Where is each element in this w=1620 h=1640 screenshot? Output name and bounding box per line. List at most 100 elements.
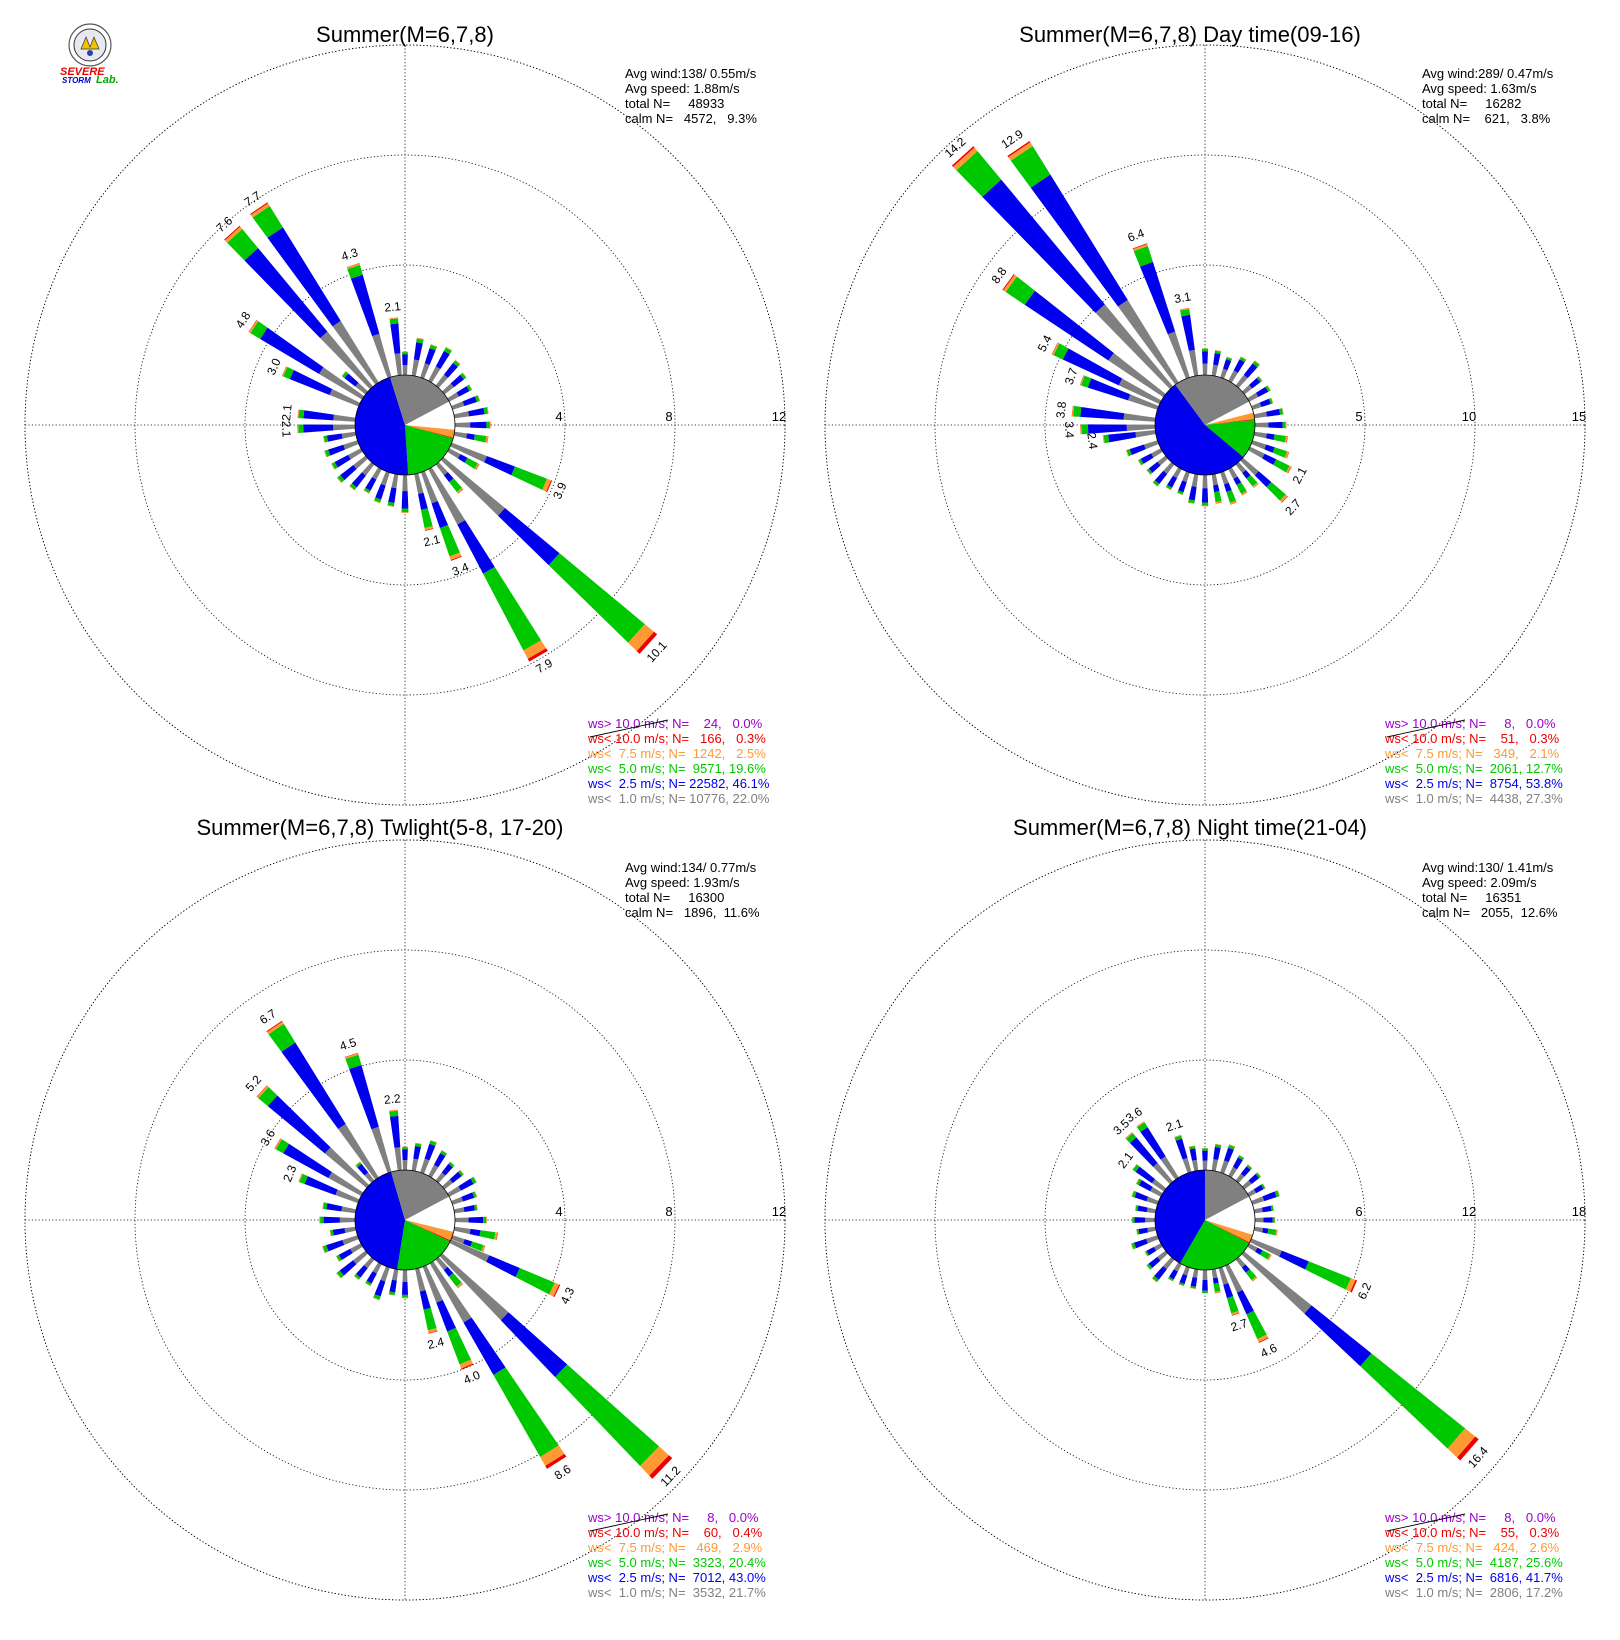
bar-segment [1087,378,1131,401]
bar-segment [1263,1217,1273,1223]
bar-segment [387,501,395,507]
bar-segment [1447,1428,1476,1458]
bar-segment [454,422,471,428]
bar-segment [1071,405,1075,417]
bar-segment [451,1235,465,1244]
bar-segment [344,1052,359,1058]
wind-bar [1241,1172,1262,1190]
bar-segment [1215,350,1222,352]
wind-bar-labeled: 6.4 [1126,226,1190,379]
bar-segment [1108,431,1137,443]
legend-entry: ws< 5.0 m/s; N= 2061, 12.7% [1384,761,1563,776]
bar-segment [415,1142,422,1145]
wind-bar [451,1191,478,1205]
bar-segment [1160,1156,1179,1180]
bar-value-label: 2.1 [1290,464,1310,486]
bar-segment [451,401,465,410]
bar-segment [323,435,329,443]
bar-segment [477,395,481,402]
bar-segment [1051,342,1060,356]
wind-bar-labeled: 2.7 [1218,1266,1250,1334]
bar-segment [1251,440,1267,450]
bar-segment [443,362,458,378]
bar-segment [1224,1147,1234,1163]
bar-segment [1136,1228,1140,1235]
bar-segment [1212,1277,1219,1284]
bar-segment [1246,1310,1267,1340]
wind-bar [402,1146,408,1171]
wind-bar [1201,348,1209,376]
bar-segment [416,337,424,340]
bar-segment [458,1170,464,1177]
bar-segment [401,512,409,513]
logo-seal-inner [73,28,107,62]
bar-segment [484,455,515,476]
bar-segment [334,454,351,468]
wind-bar [1131,1217,1156,1223]
bar-segment [1152,1275,1159,1282]
bar-segment [1272,447,1288,458]
bar-segment [1179,308,1190,311]
bar-segment [1188,1145,1195,1147]
wind-bar [353,1256,375,1281]
bar-segment [352,1250,369,1265]
wind-bar [1220,1144,1236,1174]
bar-segment [448,1161,455,1168]
bar-segment [430,1139,437,1143]
bar-segment [1080,424,1082,435]
bar-segment [413,342,423,361]
wind-bar [1235,1164,1253,1184]
bar-segment [449,1161,455,1166]
bar-segment [1136,1122,1148,1132]
bar-segment [342,371,349,379]
bar-segment [1202,363,1208,376]
bar-value-label: 6.7 [257,1006,279,1027]
pie-slice [390,375,450,425]
bar-segment [1125,1132,1137,1144]
bar-segment [500,1312,568,1378]
wind-bar [1253,408,1284,419]
wind-bar [1202,1269,1208,1294]
wind-bar-labeled: 4.3 [449,1239,577,1306]
wind-bar [453,407,489,419]
wind-bar [1254,1217,1276,1223]
bar-segment [1246,475,1258,487]
wind-bar [435,359,461,389]
bar-segment [1229,1144,1236,1147]
bar-segment [1228,467,1238,479]
info-avg-speed: Avg speed: 1.88m/s [625,81,740,96]
bar-segment [388,1291,396,1296]
bar-segment [1010,145,1051,188]
bar-segment [1175,1138,1188,1160]
bar-segment [1272,1205,1274,1211]
wind-bar-labeled: 3.4 [1062,421,1156,439]
bar-segment [1123,413,1156,422]
wind-bar [355,1161,375,1184]
bar-segment [372,1262,382,1274]
bar-segment [389,1109,398,1112]
wind-bar-labeled: 4.3 [340,245,392,379]
ring-label: 12 [1462,1204,1476,1219]
speed-pie [1154,374,1256,476]
wind-bar [453,1226,499,1240]
wind-bar [1211,350,1222,377]
bar-segment [1215,502,1222,504]
bar-segment [428,1164,439,1178]
bar-segment [1226,356,1233,360]
bar-segment [1201,488,1209,503]
wind-bar [1151,1256,1175,1283]
bar-segment [1133,245,1153,267]
bar-segment [1053,343,1069,360]
wind-bar [1247,1183,1266,1197]
bar-segment [353,1276,359,1281]
bar-segment [289,370,333,395]
bar-segment [476,1204,478,1211]
bar-segment [1190,1287,1196,1290]
bar-segment [402,352,408,355]
bar-segment [456,487,464,494]
info-avg-speed: Avg speed: 1.93m/s [625,875,740,890]
pie-slice [1205,1196,1255,1235]
bar-segment [324,1147,370,1189]
bar-segment [447,1186,462,1197]
range-ring [824,44,1586,806]
